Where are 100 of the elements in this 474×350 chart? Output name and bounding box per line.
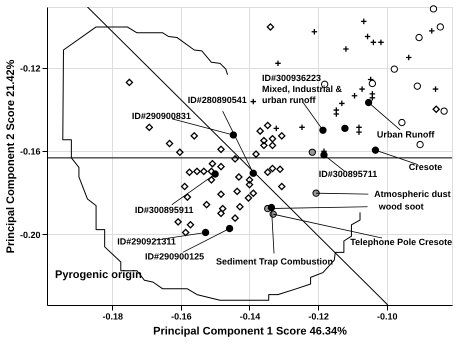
point	[332, 110, 340, 118]
point	[208, 168, 216, 176]
point	[260, 142, 268, 150]
point	[174, 218, 182, 226]
annotation: ID#300895911	[134, 205, 194, 216]
point	[378, 38, 384, 46]
point	[332, 106, 340, 114]
point	[246, 180, 254, 188]
x-tick-label: -0.18	[102, 312, 123, 322]
point	[250, 98, 257, 105]
annotation: ID#280890541	[188, 95, 247, 106]
point	[231, 214, 239, 222]
point	[360, 18, 368, 25]
point	[231, 155, 239, 163]
point	[250, 189, 258, 197]
point	[415, 34, 423, 42]
point	[358, 86, 366, 92]
point	[166, 140, 174, 148]
point	[190, 132, 198, 140]
x-tick-label: -0.16	[171, 312, 192, 322]
point	[416, 140, 424, 148]
point	[398, 118, 406, 126]
point	[208, 176, 216, 184]
point	[278, 182, 286, 190]
annotation: ID#290900831	[132, 111, 191, 122]
annotation: Pyrogenic origin	[55, 269, 142, 281]
annotation: ID#300895711	[318, 168, 378, 179]
point	[368, 80, 376, 88]
y-axis-title: Principal Component 2 Score 21.42%	[4, 59, 17, 254]
point	[308, 148, 316, 156]
point	[351, 92, 358, 100]
point	[260, 136, 268, 144]
point	[202, 200, 210, 208]
x-axis-title: Principal Component 1 Score 46.34%	[153, 326, 348, 338]
point	[272, 124, 280, 132]
point	[405, 54, 412, 61]
point	[208, 160, 216, 168]
y-tick-label: -0.20	[20, 230, 40, 240]
point	[176, 148, 184, 156]
point	[182, 228, 190, 236]
point	[341, 124, 349, 132]
y-tick-label: -0.16	[20, 146, 40, 157]
point	[217, 210, 225, 218]
point	[368, 90, 376, 98]
annotation: ID#290921311	[117, 236, 176, 246]
point	[252, 150, 260, 158]
point	[202, 228, 210, 236]
point	[218, 204, 226, 212]
point	[126, 78, 134, 86]
point	[246, 176, 254, 184]
y-tick-label: -0.12	[20, 64, 40, 74]
annotation: Atmospheric dust	[374, 189, 451, 200]
point	[364, 98, 372, 106]
point	[390, 65, 398, 73]
point	[432, 106, 440, 113]
point	[430, 5, 438, 13]
point	[276, 166, 284, 174]
point	[244, 194, 252, 202]
point	[428, 28, 436, 34]
annotation: wood soot	[378, 202, 424, 212]
point	[342, 46, 350, 52]
point	[236, 202, 244, 210]
point	[186, 168, 194, 176]
point	[217, 190, 225, 198]
point	[268, 135, 276, 142]
point	[310, 28, 318, 36]
point	[278, 132, 286, 140]
point	[268, 142, 276, 150]
point	[440, 107, 448, 115]
annotation: Sediment Trap Combustion	[216, 256, 333, 267]
point	[235, 173, 243, 181]
point	[226, 224, 234, 232]
point	[312, 190, 320, 197]
point	[217, 146, 225, 154]
point	[356, 124, 362, 131]
point	[372, 146, 380, 154]
point	[432, 86, 439, 92]
point	[217, 162, 225, 170]
point	[414, 82, 421, 90]
point	[368, 94, 376, 102]
point	[212, 170, 219, 178]
point	[268, 164, 276, 172]
point	[264, 168, 272, 176]
x-tick-label: -0.14	[240, 312, 260, 322]
point	[319, 126, 327, 134]
point	[256, 127, 264, 135]
point	[250, 170, 257, 177]
point	[338, 100, 346, 107]
point	[298, 124, 306, 131]
annotation: Urban Runoff	[376, 130, 436, 140]
point	[184, 193, 192, 201]
point	[436, 23, 444, 31]
x-tick-label: -0.12	[308, 312, 329, 322]
point	[266, 23, 274, 31]
point	[146, 124, 154, 132]
point	[186, 221, 194, 229]
point	[356, 128, 362, 136]
point	[264, 122, 272, 130]
annotation: ID#290900125	[145, 252, 204, 262]
point	[370, 38, 377, 46]
